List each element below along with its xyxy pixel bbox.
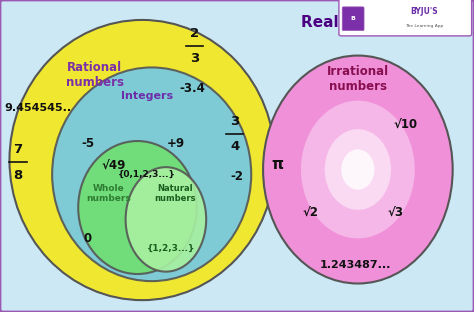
Text: √3: √3 bbox=[388, 206, 404, 219]
Text: Integers: Integers bbox=[121, 91, 173, 101]
Ellipse shape bbox=[52, 67, 251, 281]
Text: 1.243487...: 1.243487... bbox=[320, 260, 391, 270]
Text: Real numbers: Real numbers bbox=[301, 15, 419, 30]
Text: +9: +9 bbox=[166, 137, 184, 150]
Ellipse shape bbox=[78, 141, 197, 274]
Text: {0,1,2,3...}: {0,1,2,3...} bbox=[118, 170, 176, 179]
Text: √2: √2 bbox=[302, 206, 319, 219]
Text: BYJU'S: BYJU'S bbox=[410, 7, 438, 16]
Text: 9.454545..: 9.454545.. bbox=[4, 103, 72, 113]
Text: -5: -5 bbox=[81, 137, 94, 150]
Ellipse shape bbox=[9, 20, 275, 300]
Text: Irrational
numbers: Irrational numbers bbox=[327, 65, 389, 93]
Text: 8: 8 bbox=[13, 169, 23, 182]
Text: √49: √49 bbox=[101, 158, 126, 171]
Ellipse shape bbox=[341, 149, 374, 190]
Ellipse shape bbox=[325, 129, 391, 210]
Text: -2: -2 bbox=[230, 170, 244, 183]
Ellipse shape bbox=[301, 101, 415, 238]
FancyBboxPatch shape bbox=[342, 7, 364, 31]
Text: π: π bbox=[271, 157, 283, 172]
Text: The Learning App: The Learning App bbox=[405, 24, 443, 27]
Text: Natural
numbers: Natural numbers bbox=[155, 183, 196, 203]
Text: 4: 4 bbox=[230, 140, 239, 153]
Text: √10: √10 bbox=[393, 118, 417, 131]
Text: Whole
numbers: Whole numbers bbox=[87, 183, 131, 203]
Text: {1,2,3...}: {1,2,3...} bbox=[146, 243, 195, 252]
FancyBboxPatch shape bbox=[339, 0, 472, 36]
Text: 3: 3 bbox=[190, 52, 199, 66]
Text: Rational
numbers: Rational numbers bbox=[66, 61, 124, 89]
Text: 0: 0 bbox=[83, 232, 92, 245]
Text: 7: 7 bbox=[13, 143, 23, 156]
Ellipse shape bbox=[126, 167, 206, 272]
Text: 2: 2 bbox=[190, 27, 199, 40]
Text: B: B bbox=[351, 16, 356, 21]
Ellipse shape bbox=[263, 56, 453, 284]
Text: 3: 3 bbox=[230, 115, 239, 128]
Text: -3.4: -3.4 bbox=[179, 82, 205, 95]
